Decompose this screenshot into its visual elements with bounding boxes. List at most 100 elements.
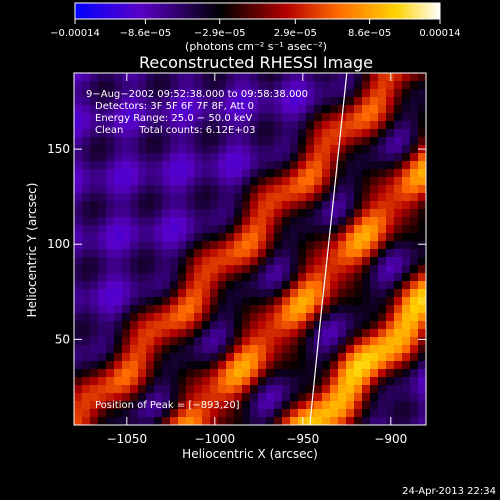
heatmap-cell <box>362 233 371 242</box>
heatmap-cell <box>394 329 403 338</box>
heatmap-cell <box>90 337 99 346</box>
heatmap-cell <box>282 73 291 82</box>
heatmap-cell <box>394 305 403 314</box>
heatmap-cell <box>306 345 315 354</box>
heatmap-cell <box>306 209 315 218</box>
heatmap-cell <box>410 105 419 114</box>
heatmap-cell <box>298 73 307 82</box>
heatmap-cell <box>322 289 331 298</box>
heatmap-cell <box>178 273 187 282</box>
heatmap-cell <box>250 401 259 410</box>
heatmap-cell <box>346 345 355 354</box>
heatmap-cell <box>98 297 107 306</box>
heatmap-cell <box>370 337 379 346</box>
heatmap-cell <box>370 353 379 362</box>
heatmap-cell <box>82 393 91 402</box>
heatmap-cell <box>170 169 179 178</box>
heatmap-cell <box>234 393 243 402</box>
heatmap-cell <box>418 73 426 82</box>
heatmap-cell <box>202 225 211 234</box>
heatmap-cell <box>330 281 339 290</box>
heatmap-cell <box>330 321 339 330</box>
heatmap-cell <box>98 161 107 170</box>
heatmap-cell <box>378 393 387 402</box>
heatmap-cell <box>154 273 163 282</box>
heatmap-cell <box>378 385 387 394</box>
heatmap-cell <box>378 249 387 258</box>
heatmap-cell <box>122 305 131 314</box>
heatmap-cell <box>90 153 99 162</box>
heatmap-cell <box>322 145 331 154</box>
heatmap-cell <box>274 409 283 418</box>
heatmap-cell <box>298 81 307 90</box>
heatmap-cell <box>122 385 131 394</box>
heatmap-cell <box>250 161 259 170</box>
heatmap-cell <box>130 329 139 338</box>
heatmap-cell <box>314 217 323 226</box>
heatmap-cell <box>170 105 179 114</box>
heatmap-cell <box>242 185 251 194</box>
heatmap-cell <box>290 417 299 425</box>
heatmap-cell <box>202 233 211 242</box>
heatmap-cell <box>378 313 387 322</box>
heatmap-cell <box>394 193 403 202</box>
heatmap-cell <box>402 369 411 378</box>
heatmap-cell <box>122 393 131 402</box>
heatmap-cell <box>138 137 147 146</box>
heatmap-cell <box>98 185 107 194</box>
heatmap-cell <box>226 353 235 362</box>
heatmap-cell <box>154 393 163 402</box>
heatmap-cell <box>210 145 219 154</box>
heatmap-cell <box>114 129 123 138</box>
heatmap-cell <box>346 113 355 122</box>
heatmap-cell <box>370 121 379 130</box>
heatmap-cell <box>146 121 155 130</box>
heatmap-cell <box>314 257 323 266</box>
heatmap-cell <box>346 337 355 346</box>
heatmap-cell <box>90 305 99 314</box>
heatmap-cell <box>146 185 155 194</box>
heatmap-cell <box>378 89 387 98</box>
heatmap-cell <box>210 257 219 266</box>
heatmap-cell <box>106 409 115 418</box>
heatmap-cell <box>170 393 179 402</box>
heatmap-cell <box>362 97 371 106</box>
heatmap-cell <box>122 193 131 202</box>
heatmap-cell <box>170 81 179 90</box>
heatmap-cell <box>346 185 355 194</box>
heatmap-cell <box>242 361 251 370</box>
heatmap-cell <box>146 337 155 346</box>
heatmap-cell <box>378 377 387 386</box>
heatmap-cell <box>394 113 403 122</box>
heatmap-cell <box>194 369 203 378</box>
heatmap-cell <box>338 305 347 314</box>
heatmap-cell <box>178 297 187 306</box>
heatmap-cell <box>202 345 211 354</box>
heatmap-cell <box>82 177 91 186</box>
heatmap-cell <box>106 297 115 306</box>
heatmap-cell <box>346 225 355 234</box>
heatmap-cell <box>186 145 195 154</box>
heatmap-cell <box>298 249 307 258</box>
heatmap-cell <box>178 225 187 234</box>
heatmap-cell <box>386 169 395 178</box>
heatmap-cell <box>378 153 387 162</box>
heatmap-cell <box>242 89 251 98</box>
heatmap-cell <box>98 257 107 266</box>
heatmap-cell <box>170 145 179 154</box>
heatmap-cell <box>218 289 227 298</box>
heatmap-cell <box>146 265 155 274</box>
heatmap-cell <box>330 105 339 114</box>
heatmap-cell <box>290 313 299 322</box>
heatmap-cell <box>402 145 411 154</box>
heatmap-cell <box>410 361 419 370</box>
heatmap-cell <box>122 353 131 362</box>
heatmap-cell <box>338 417 347 425</box>
heatmap-cell <box>282 361 291 370</box>
heatmap-cell <box>298 89 307 98</box>
heatmap-cell <box>338 209 347 218</box>
heatmap-cell <box>170 281 179 290</box>
heatmap-cell <box>346 153 355 162</box>
heatmap-cell <box>154 153 163 162</box>
heatmap-cell <box>106 233 115 242</box>
